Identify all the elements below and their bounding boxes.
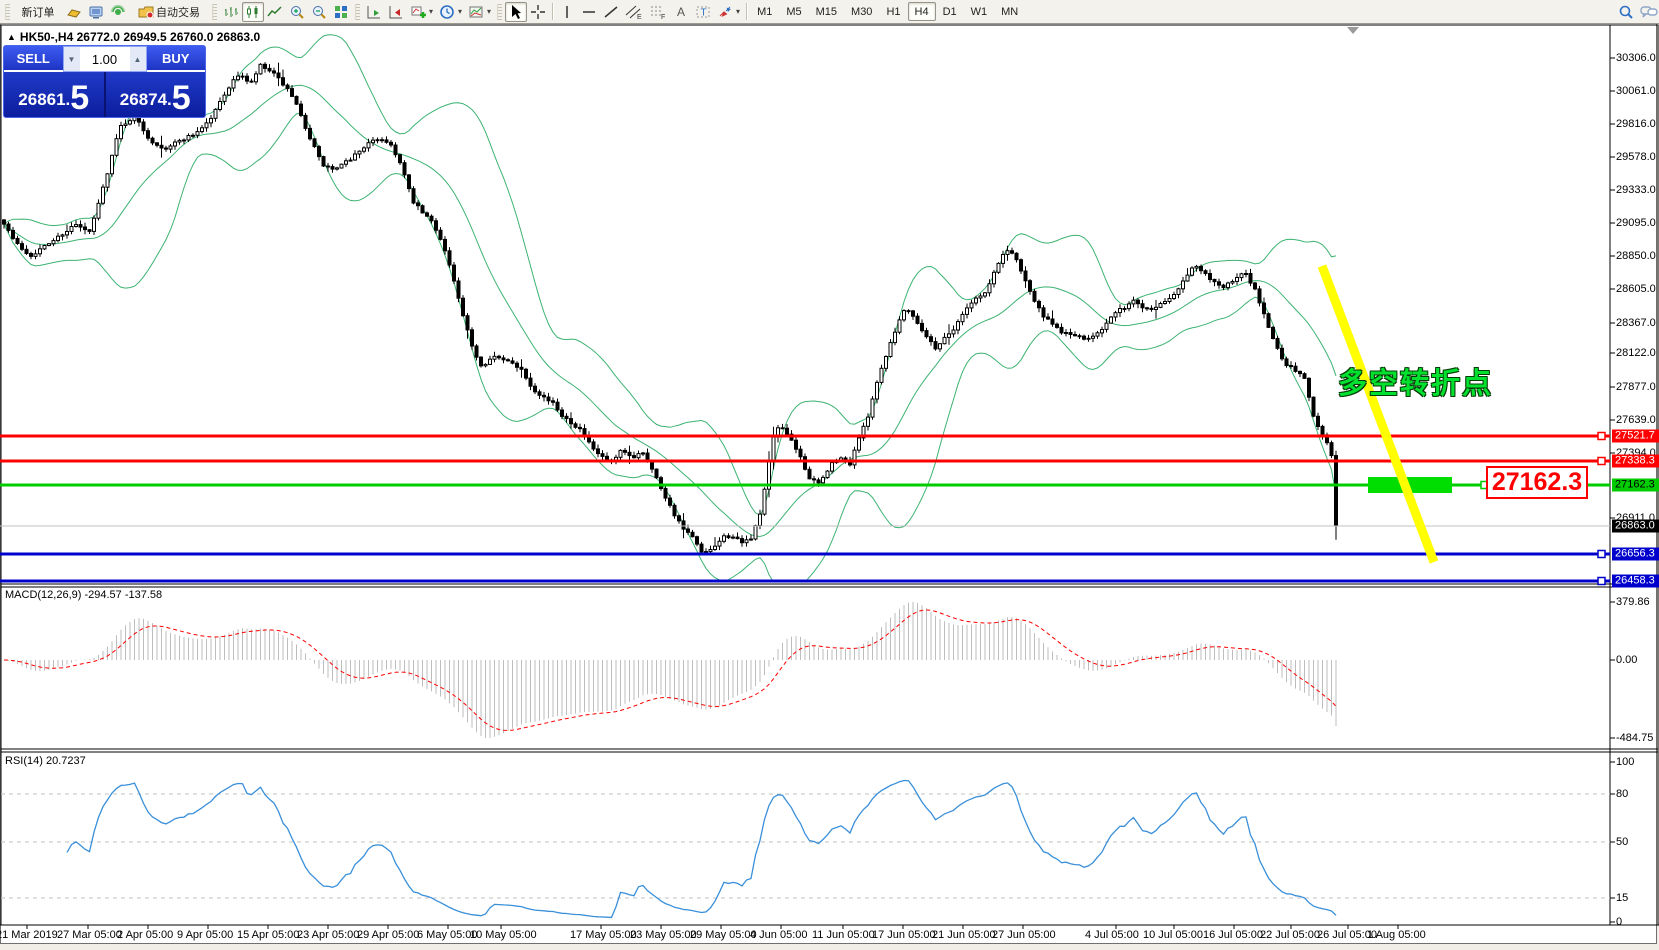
fibonacci-button[interactable]: F (646, 2, 670, 22)
chart-shift-icon (389, 5, 402, 18)
equidistant-channel-icon: E (625, 5, 642, 20)
text-label-icon: T (696, 6, 710, 18)
timeframe-button-h1[interactable]: H1 (879, 2, 907, 21)
new-order-button[interactable]: 新订单 (13, 2, 63, 22)
toolbar-separator (552, 3, 554, 20)
fibonacci-icon: F (651, 6, 665, 20)
text-label-button[interactable]: T (692, 2, 714, 22)
toolbar-grip[interactable] (5, 3, 10, 20)
auto-trading-button[interactable]: 自动交易 (129, 2, 209, 22)
indicators-button[interactable]: ▾ (407, 2, 436, 22)
auto-trading-icon (138, 6, 154, 18)
clock-icon (440, 4, 454, 19)
timeframe-button-m5[interactable]: M5 (779, 2, 808, 21)
templates-icon (469, 6, 483, 17)
search-button[interactable] (1615, 2, 1637, 22)
ingot-button[interactable] (63, 2, 85, 22)
equidistant-channel-button[interactable]: E (622, 2, 646, 22)
crosshair-icon (531, 4, 546, 19)
ingot-icon (67, 8, 81, 18)
crosshair-button[interactable] (527, 2, 549, 22)
zoom-in-button[interactable] (286, 2, 308, 22)
templates-button[interactable]: ▾ (465, 2, 494, 22)
vertical-line-icon (566, 5, 568, 18)
chart-shift-button[interactable] (385, 2, 407, 22)
chat-button[interactable] (1637, 2, 1659, 22)
arrows-icon (719, 6, 731, 17)
auto-trading-label: 自动交易 (156, 6, 200, 19)
trend-line-button[interactable] (600, 2, 622, 22)
horizontal-line-icon (583, 10, 596, 13)
svg-text:T: T (701, 7, 707, 18)
timeframe-button-m1[interactable]: M1 (750, 2, 779, 21)
timeframe-button-m30[interactable]: M30 (844, 2, 879, 21)
chevron-down-icon: ▾ (458, 7, 463, 16)
zoom-out-button[interactable] (308, 2, 330, 22)
arrows-button[interactable]: ▾ (714, 2, 743, 22)
timeframe-button-m15[interactable]: M15 (809, 2, 844, 21)
toolbar-grip[interactable] (355, 3, 360, 20)
auto-scroll-icon (367, 5, 380, 18)
tile-windows-button[interactable] (330, 2, 352, 22)
timeframe-group: M1 M5 M15 M30 H1 H4 D1 W1 MN (750, 2, 1025, 21)
bar-chart-button[interactable] (220, 2, 242, 22)
vertical-line-button[interactable] (556, 2, 578, 22)
periods-button[interactable]: ▾ (436, 2, 465, 22)
chart-window[interactable] (0, 23, 1657, 944)
line-chart-button[interactable] (264, 2, 286, 22)
svg-text:A: A (677, 5, 685, 19)
cursor-icon (512, 4, 522, 19)
text-icon: A (677, 5, 685, 19)
timeframe-button-mn[interactable]: MN (994, 2, 1025, 21)
text-button[interactable]: A (670, 2, 692, 22)
zoom-out-icon (313, 5, 326, 19)
chevron-down-icon: ▾ (487, 7, 492, 16)
toolbar-grip[interactable] (497, 3, 503, 20)
candle-chart-button[interactable] (242, 1, 264, 22)
toolbar-separator (746, 3, 748, 20)
terminal-icon (89, 6, 103, 18)
bar-chart-icon (225, 6, 238, 17)
terminal-button[interactable] (85, 2, 107, 22)
cursor-button[interactable] (505, 1, 528, 22)
chevron-down-icon: ▾ (429, 7, 434, 16)
chevron-down-icon: ▾ (736, 7, 741, 16)
horizontal-line-button[interactable] (578, 2, 600, 22)
signals-button[interactable] (107, 2, 129, 22)
svg-text:F: F (661, 14, 665, 20)
svg-text:E: E (637, 14, 642, 20)
timeframe-button-d1[interactable]: D1 (936, 2, 964, 21)
indicators-icon (411, 6, 426, 18)
toolbar: 新订单 自动交易 ▾ ▾ (0, 0, 1659, 24)
auto-scroll-button[interactable] (363, 2, 385, 22)
signals-icon (110, 4, 126, 15)
timeframe-button-w1[interactable]: W1 (964, 2, 995, 21)
new-order-label: 新订单 (21, 6, 55, 19)
tile-windows-icon (335, 5, 347, 18)
candle-chart-icon (247, 5, 258, 18)
chat-icon (1640, 5, 1658, 17)
timeframe-button-h4[interactable]: H4 (907, 2, 936, 21)
toolbar-grip[interactable] (212, 3, 217, 20)
line-chart-icon (267, 5, 282, 16)
zoom-in-icon (291, 5, 304, 19)
search-icon (1619, 5, 1633, 19)
trend-line-icon (604, 5, 618, 18)
